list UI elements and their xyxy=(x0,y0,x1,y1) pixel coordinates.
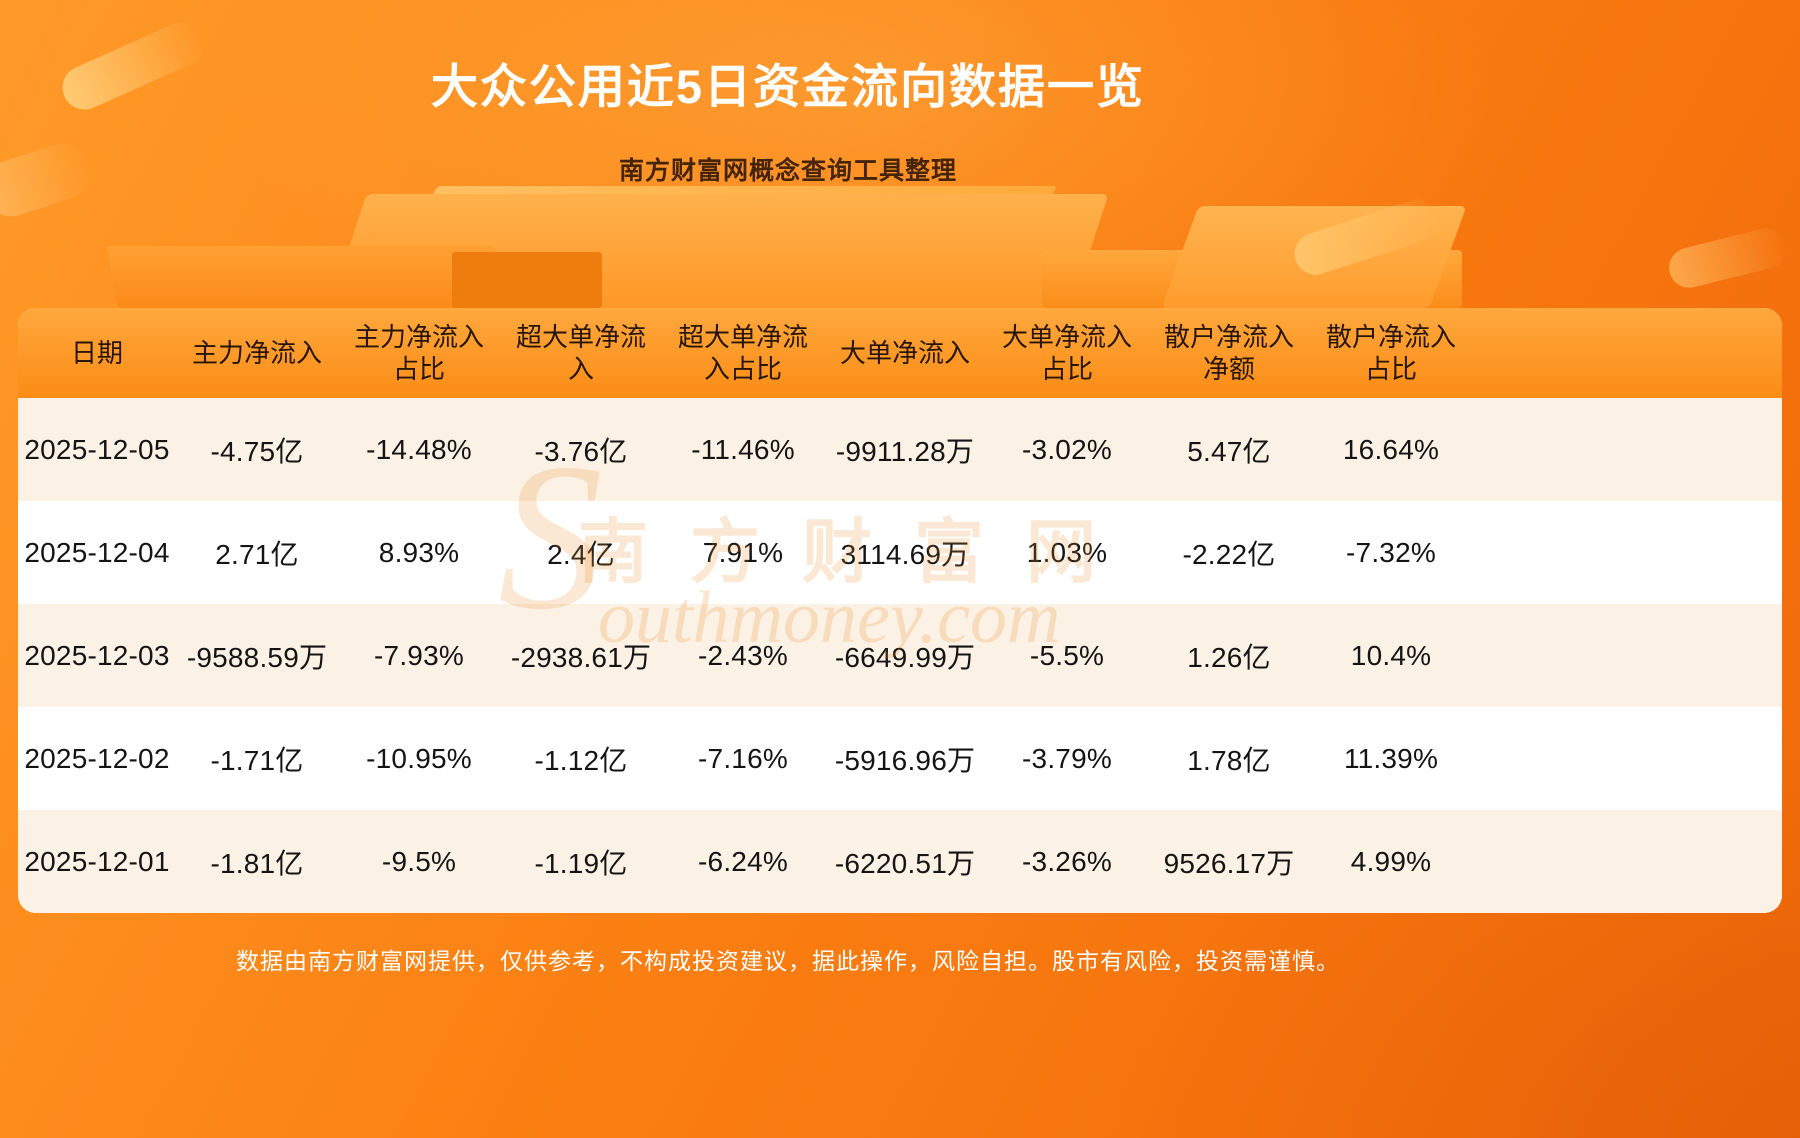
column-header-1: 主力净流入 xyxy=(191,337,322,368)
value-cell: -14.48% xyxy=(366,433,472,465)
value-cell: 1.03% xyxy=(1026,536,1108,568)
value-cell: 5.47亿 xyxy=(1187,435,1271,467)
value-cell: -7.93% xyxy=(374,639,464,671)
table-header-row: 日期 主力净流入 主力净流入占比 超大单净流入 超大单净流入占比 大单净流入 大单净流入占比… xyxy=(18,308,1782,398)
page-subtitle: 南方财富网概念查询工具整理 xyxy=(618,157,957,185)
column-header-0: 日期 xyxy=(70,337,123,368)
table-row: 2025-12-03 -9588.59万 -7.93% -2938.61万 -2.43%… xyxy=(18,604,1782,707)
column-header-7: 散户净流入净额 xyxy=(1163,321,1294,385)
column-header-4: 超大单净流入占比 xyxy=(677,321,808,385)
value-cell: -4.75亿 xyxy=(210,435,304,467)
value-cell: 1.26亿 xyxy=(1187,641,1271,673)
column-header-8: 散户净流入占比 xyxy=(1325,321,1456,385)
value-cell: -7.16% xyxy=(698,742,788,774)
value-cell: -3.76亿 xyxy=(534,435,628,467)
column-header-5: 大单净流入 xyxy=(839,337,970,368)
value-cell: -9588.59万 xyxy=(186,641,328,673)
fund-flow-table: S 南方财富网 outhmoney.com 日期 主力净流入 主力净流入占比 超大单净… xyxy=(18,308,1782,913)
podium-step-decor xyxy=(452,252,602,308)
value-cell: -1.71亿 xyxy=(210,744,304,776)
table-row: 2025-12-02 -1.71亿 -10.95% -1.12亿 -7.16% -5916… xyxy=(18,707,1782,810)
column-header-2: 主力净流入占比 xyxy=(353,321,484,385)
value-cell: 7.91% xyxy=(702,536,784,568)
date-cell: 2025-12-05 xyxy=(24,433,170,465)
value-cell: 2.71亿 xyxy=(215,538,299,570)
value-cell: -1.81亿 xyxy=(210,847,304,879)
value-cell: -9.5% xyxy=(381,845,457,877)
value-cell: -1.19亿 xyxy=(534,847,628,879)
value-cell: -6220.51万 xyxy=(834,847,976,879)
value-cell: 10.4% xyxy=(1350,639,1432,671)
table-body: 2025-12-05 -4.75亿 -14.48% -3.76亿 -11.46% -991… xyxy=(18,398,1782,913)
value-cell: -2.22亿 xyxy=(1182,538,1276,570)
value-cell: -11.46% xyxy=(691,433,795,465)
value-cell: -2938.61万 xyxy=(510,641,652,673)
value-cell: 3114.69万 xyxy=(840,538,970,570)
header-block: 大众公用近5日资金流向数据一览 南方财富网概念查询工具整理 xyxy=(0,48,1576,187)
table-row: 2025-12-04 2.71亿 8.93% 2.4亿 7.91% 3114.69万 1.0… xyxy=(18,501,1782,604)
value-cell: 2.4亿 xyxy=(547,538,615,570)
value-cell: 9526.17万 xyxy=(1163,847,1295,879)
value-cell: -3.79% xyxy=(1022,742,1112,774)
page-title: 大众公用近5日资金流向数据一览 xyxy=(430,60,1146,113)
value-cell: -3.02% xyxy=(1022,433,1112,465)
column-header-3: 超大单净流入 xyxy=(515,321,646,385)
table-row: 2025-12-05 -4.75亿 -14.48% -3.76亿 -11.46% -991… xyxy=(18,398,1782,501)
date-cell: 2025-12-01 xyxy=(24,845,170,877)
value-cell: 8.93% xyxy=(378,536,460,568)
disclaimer-text: 数据由南方财富网提供，仅供参考，不构成投资建议，据此操作，风险自担。股市有风险，… xyxy=(236,948,1340,974)
date-cell: 2025-12-03 xyxy=(24,639,170,671)
value-cell: -3.26% xyxy=(1022,845,1112,877)
date-cell: 2025-12-02 xyxy=(24,742,170,774)
value-cell: -7.32% xyxy=(1346,536,1436,568)
value-cell: 4.99% xyxy=(1350,845,1432,877)
value-cell: -5916.96万 xyxy=(834,744,976,776)
value-cell: -10.95% xyxy=(366,742,472,774)
value-cell: 16.64% xyxy=(1342,433,1440,465)
date-cell: 2025-12-04 xyxy=(24,536,170,568)
column-header-6: 大单净流入占比 xyxy=(1001,321,1132,385)
table-row: 2025-12-01 -1.81亿 -9.5% -1.19亿 -6.24% -6220.5… xyxy=(18,810,1782,913)
value-cell: -2.43% xyxy=(698,639,788,671)
value-cell: -6649.99万 xyxy=(834,641,976,673)
value-cell: -1.12亿 xyxy=(534,744,628,776)
comet-swoosh-icon xyxy=(1664,224,1792,292)
value-cell: 11.39% xyxy=(1343,742,1439,774)
podium-left-decor xyxy=(106,246,506,308)
value-cell: -5.5% xyxy=(1029,639,1105,671)
value-cell: -9911.28万 xyxy=(835,435,975,467)
value-cell: 1.78亿 xyxy=(1187,744,1271,776)
value-cell: -6.24% xyxy=(698,845,788,877)
